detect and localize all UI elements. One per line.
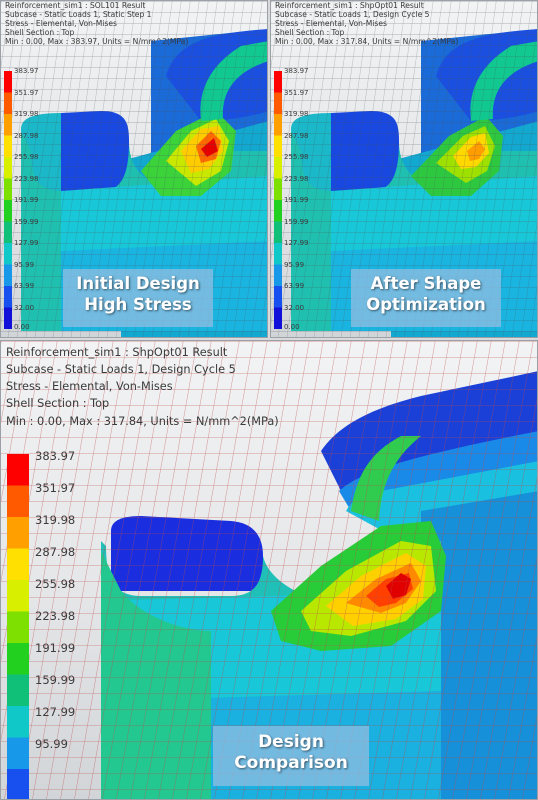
- caption-after-optimization: After Shape Optimization: [351, 269, 501, 327]
- color-legend-bar: [4, 71, 12, 329]
- legend-value: 95.99: [284, 260, 305, 269]
- legend-value: 32.00: [14, 303, 35, 312]
- legend-value: 95.99: [14, 260, 35, 269]
- legend-value: 0.00: [284, 323, 300, 331]
- legend-value: 223.98: [35, 609, 76, 623]
- header-line: Reinforcement_sim1 : ShpOpt01 Result: [275, 1, 424, 10]
- legend-value: 159.99: [14, 217, 39, 226]
- header-line: Subcase - Static Loads 1, Design Cycle 5: [6, 363, 236, 377]
- legend-value: 159.99: [284, 217, 309, 226]
- legend-value: 255.98: [284, 153, 309, 161]
- legend-value: 32.00: [284, 303, 305, 312]
- result-header: Reinforcement_sim1 : SOL101 Result Subca…: [5, 1, 189, 47]
- caption-initial-design: Initial Design High Stress: [63, 269, 213, 327]
- legend-value: 191.99: [14, 196, 39, 204]
- legend-value: 287.98: [14, 131, 39, 140]
- caption-line: Optimization: [366, 294, 486, 314]
- color-legend-bar: [274, 71, 282, 329]
- after-optimization-panel: Reinforcement_sim1 : ShpOpt01 Result Sub…: [270, 0, 538, 338]
- header-line: Reinforcement_sim1 : ShpOpt01 Result: [6, 346, 228, 359]
- legend-value: 127.99: [14, 239, 39, 247]
- legend-value: 383.97: [284, 67, 309, 75]
- legend-value: 63.99: [14, 282, 35, 290]
- caption-line: Comparison: [234, 753, 348, 774]
- header-line: Subcase - Static Loads 1, Static Step 1: [5, 9, 152, 19]
- caption-line: High Stress: [84, 294, 192, 314]
- header-line: Min : 0.00, Max : 317.84, Units = N/mm^2…: [6, 414, 279, 428]
- legend-value: 383.97: [14, 67, 39, 75]
- caption-line: After Shape: [370, 274, 482, 293]
- header-line: Shell Section : Top: [275, 27, 345, 37]
- legend-value: 351.97: [284, 88, 309, 97]
- legend-value: 63.99: [284, 282, 305, 290]
- header-line: Min : 0.00, Max : 317.84, Units = N/mm^2…: [275, 36, 459, 46]
- header-line: Shell Section : Top: [5, 27, 75, 37]
- legend-value: 223.98: [14, 174, 39, 183]
- legend-value: 351.97: [14, 88, 39, 97]
- legend-value: 95.99: [35, 737, 68, 751]
- header-line: Stress - Elemental, Von-Mises: [6, 380, 173, 394]
- legend-value: 159.99: [35, 673, 76, 687]
- legend-value: 0.00: [14, 323, 30, 331]
- legend-value: 319.98: [14, 110, 39, 118]
- legend-value: 287.98: [35, 545, 76, 559]
- legend-value: 255.98: [35, 577, 76, 591]
- caption-design-comparison: Design Comparison: [213, 726, 369, 786]
- result-header: Reinforcement_sim1 : ShpOpt01 Result Sub…: [275, 1, 459, 47]
- header-line: Stress - Elemental, Von-Mises: [275, 18, 387, 28]
- legend-value: 223.98: [284, 174, 309, 183]
- design-comparison-panel: Reinforcement_sim1 : ShpOpt01 Result Sub…: [0, 340, 538, 800]
- initial-design-panel: Reinforcement_sim1 : SOL101 Result Subca…: [0, 0, 268, 338]
- legend-value: 319.98: [35, 513, 76, 527]
- color-legend-bar: [7, 454, 29, 799]
- caption-line: Design: [258, 732, 324, 752]
- legend-value: 383.97: [35, 449, 76, 463]
- caption-line: Initial Design: [76, 274, 200, 293]
- header-line: Min : 0.00, Max : 383.97, Units = N/mm^2…: [5, 36, 189, 46]
- header-line: Shell Section : Top: [6, 397, 110, 411]
- legend-value: 127.99: [35, 705, 76, 719]
- legend-value: 287.98: [284, 131, 309, 140]
- legend-value: 319.98: [284, 110, 309, 118]
- header-line: Reinforcement_sim1 : SOL101 Result: [5, 1, 146, 10]
- legend-value: 255.98: [14, 153, 39, 161]
- legend-value: 191.99: [284, 196, 309, 204]
- header-line: Subcase - Static Loads 1, Design Cycle 5: [275, 9, 430, 19]
- legend-value: 191.99: [35, 641, 76, 655]
- result-header: Reinforcement_sim1 : ShpOpt01 Result Sub…: [6, 344, 279, 430]
- legend-value: 127.99: [284, 239, 309, 247]
- header-line: Stress - Elemental, Von-Mises: [5, 18, 117, 28]
- legend-value: 351.97: [35, 481, 76, 495]
